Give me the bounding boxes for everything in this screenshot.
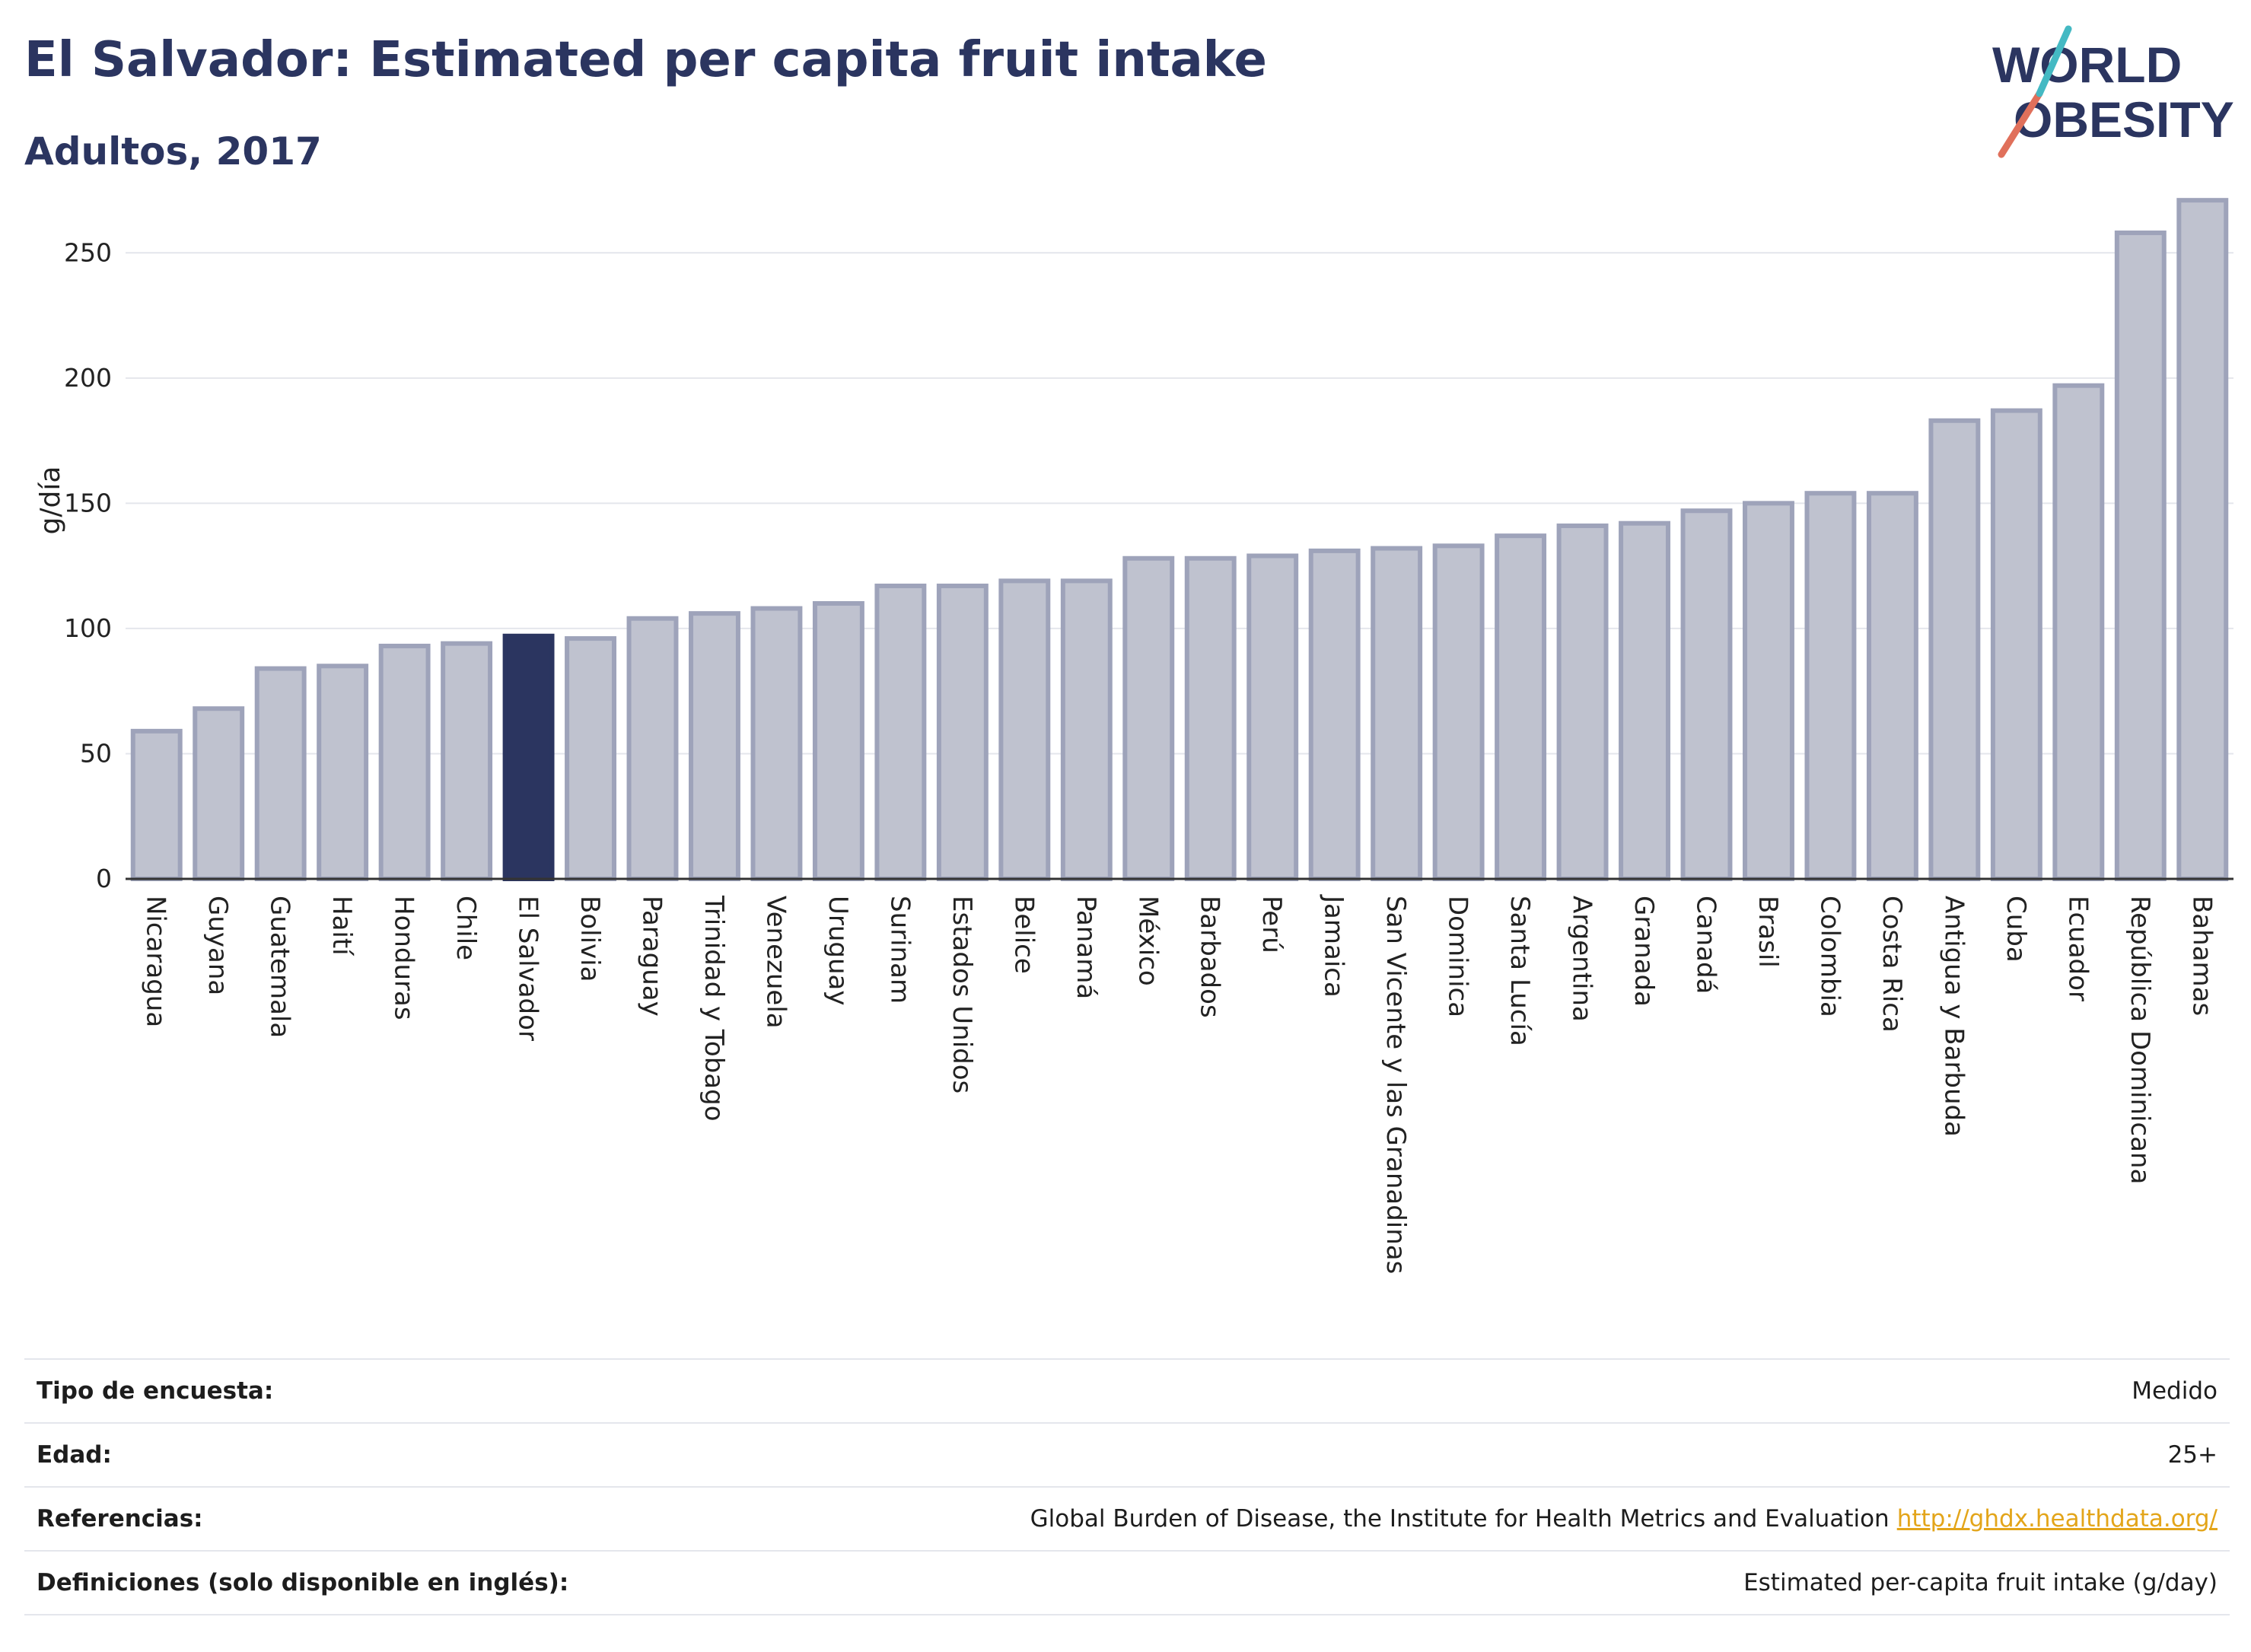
bar	[1928, 418, 1981, 882]
bar	[1990, 408, 2042, 882]
bar	[1743, 501, 1794, 881]
x-tick-label: Colombia	[1814, 896, 1845, 1017]
x-tick-label: Bahamas	[2186, 896, 2217, 1016]
reference-link[interactable]: http://ghdx.healthdata.org/	[1896, 1505, 2218, 1533]
bar	[1680, 508, 1733, 881]
bar	[1432, 543, 1485, 881]
info-row-definitions: Definiciones (solo disponible en inglés)…	[24, 1552, 2230, 1615]
info-label: Referencias:	[37, 1505, 203, 1533]
info-value: Global Burden of Disease, the Institute …	[1030, 1505, 1890, 1533]
x-tick-label: Canadá	[1691, 896, 1721, 994]
x-tick-label: El Salvador	[513, 896, 543, 1041]
world-obesity-logo: WORLD OBESITY	[1992, 25, 2234, 158]
y-tick-label: 200	[64, 363, 112, 393]
chart-subtitle: Adultos, 2017	[24, 129, 322, 173]
bar	[1122, 555, 1175, 881]
x-tick-label: Bolivia	[575, 896, 605, 982]
info-value: Medido	[2132, 1377, 2218, 1405]
x-tick-label: Estados Unidos	[947, 896, 977, 1093]
bar	[874, 583, 927, 881]
x-tick-label: Antigua y Barbuda	[1938, 896, 1969, 1137]
bar	[378, 643, 431, 881]
bar	[130, 728, 183, 881]
info-value: Estimated per-capita fruit intake (g/day…	[1743, 1569, 2218, 1596]
chart-title: El Salvador: Estimated per capita fruit …	[24, 32, 1267, 88]
bar	[565, 636, 616, 882]
bar	[1371, 546, 1423, 881]
info-row-references: Referencias: Global Burden of Disease, t…	[24, 1488, 2230, 1552]
x-tick-label: México	[1132, 896, 1163, 986]
bar	[2052, 383, 2105, 881]
bar-chart: 0 50 100 150 200 250 g/día Nicaragua Guyana Guate…	[35, 198, 2233, 1274]
bar	[193, 706, 245, 882]
bar	[750, 606, 803, 882]
x-tick-label: Chile	[451, 896, 481, 960]
bar	[1184, 555, 1237, 881]
info-table: Tipo de encuesta: Medido Edad: 25+ Refer…	[24, 1358, 2230, 1615]
info-row-age: Edad: 25+	[24, 1424, 2230, 1488]
bar	[1308, 548, 1361, 881]
logo-line1: WORLD	[1992, 37, 2182, 93]
bar	[1619, 520, 1670, 881]
info-value-wrap: Global Burden of Disease, the Institute …	[1030, 1505, 2218, 1533]
x-tick-label: Jamaica	[1319, 894, 1349, 998]
info-label: Tipo de encuesta:	[37, 1377, 274, 1405]
x-tick-label: Trinidad y Tobago	[699, 895, 729, 1122]
bar	[502, 633, 555, 881]
x-tick-label: República Dominicana	[2125, 896, 2155, 1184]
x-tick-label: Venezuela	[760, 896, 791, 1029]
x-tick-label: Perú	[1256, 896, 1287, 953]
x-tick-label: Argentina	[1567, 896, 1597, 1022]
x-tick-label: Guatemala	[265, 896, 295, 1038]
bar	[317, 664, 369, 881]
info-value: 25+	[2167, 1441, 2218, 1469]
x-tick-label: Brasil	[1753, 896, 1783, 968]
bar	[2176, 198, 2229, 882]
x-tick-label: Nicaragua	[141, 896, 171, 1027]
y-tick-label: 100	[64, 613, 112, 643]
x-tick-label: Panamá	[1071, 896, 1101, 999]
info-row-survey-type: Tipo de encuesta: Medido	[24, 1358, 2230, 1424]
bar	[1495, 533, 1547, 881]
x-tick-label: Ecuador	[2062, 896, 2093, 1001]
x-tick-label: Honduras	[389, 896, 419, 1020]
info-label: Definiciones (solo disponible en inglés)…	[37, 1569, 569, 1596]
info-label: Edad:	[37, 1441, 112, 1469]
bar	[1556, 523, 1609, 881]
bar	[812, 601, 864, 881]
x-tick-label: San Vicente y las Granadinas	[1380, 896, 1411, 1274]
x-tick-label: Barbados	[1195, 896, 1225, 1018]
x-tick-label: Belice	[1008, 896, 1039, 974]
logo-line2: OBESITY	[2014, 91, 2234, 148]
x-tick-label: Santa Lucía	[1504, 896, 1535, 1046]
bar	[626, 616, 679, 882]
bar	[1804, 491, 1857, 881]
bar	[1246, 553, 1299, 881]
x-tick-label: Guyana	[202, 896, 233, 995]
y-axis-label: g/día	[35, 466, 66, 535]
bar	[936, 583, 989, 881]
bar	[1866, 491, 1918, 881]
bar	[2114, 230, 2167, 882]
x-tick-label: Granada	[1629, 896, 1659, 1007]
x-tick-label: Uruguay	[823, 896, 853, 1006]
x-tick-label: Costa Rica	[1877, 896, 1907, 1033]
x-tick-label: Haití	[326, 896, 357, 957]
bar	[441, 641, 493, 881]
bar	[1060, 578, 1113, 882]
bar	[689, 611, 740, 881]
y-tick-label: 50	[80, 738, 112, 768]
x-tick-label: Cuba	[2001, 896, 2031, 963]
x-tick-label: Paraguay	[637, 896, 667, 1017]
y-tick-label: 250	[64, 237, 112, 267]
bar	[998, 578, 1051, 882]
y-tick-label: 150	[64, 488, 112, 517]
y-tick-label: 0	[96, 864, 112, 893]
x-tick-label: Dominica	[1443, 896, 1473, 1017]
x-tick-label: Surinam	[884, 896, 915, 1004]
bar	[254, 666, 307, 882]
